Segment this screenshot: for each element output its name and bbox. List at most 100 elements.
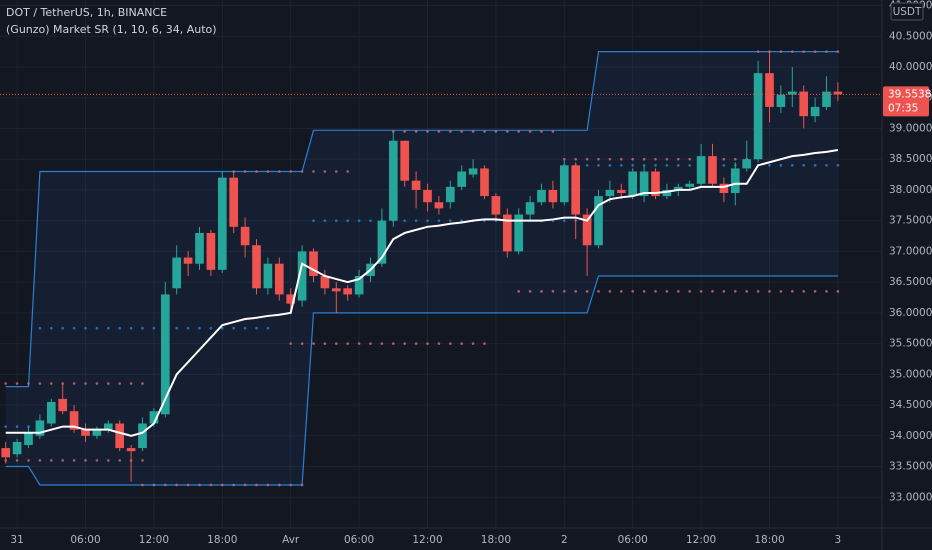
candle-body: [662, 189, 672, 197]
candle-body: [240, 226, 250, 246]
candle-body: [263, 263, 273, 289]
candle-body: [628, 171, 638, 197]
candle-body: [69, 411, 79, 430]
candle-body: [206, 232, 216, 270]
y-tick-label: 33.0000: [889, 491, 932, 503]
candle-body: [457, 171, 467, 187]
candle-body: [115, 423, 125, 449]
candle-body: [719, 183, 729, 194]
y-tick-label: 38.5000: [889, 153, 932, 165]
x-tick-label: 12:00: [412, 534, 442, 546]
candle-body: [765, 73, 774, 107]
candle-body: [126, 448, 136, 452]
y-tick-label: 38.0000: [889, 184, 932, 196]
y-tick-label: 35.0000: [889, 368, 932, 380]
band-line: [5, 275, 838, 486]
candle-body: [12, 441, 22, 455]
x-tick-label: 18:00: [207, 534, 237, 546]
candle-body: [810, 106, 820, 117]
candle-body: [616, 189, 626, 194]
candle-body: [377, 220, 387, 264]
x-tick-label: 18:00: [481, 534, 511, 546]
candle-body: [787, 91, 797, 95]
candle-body: [286, 294, 296, 304]
candle-body: [411, 180, 421, 190]
y-tick-label: 37.5000: [889, 215, 932, 227]
candle-body: [81, 429, 90, 436]
candle-body: [160, 294, 170, 415]
y-tick-label: 36.5000: [889, 276, 932, 288]
y-tick-label: 37.0000: [889, 245, 932, 257]
y-tick-label: 33.5000: [889, 461, 932, 473]
candle-body: [639, 171, 649, 197]
candle-body: [480, 168, 489, 197]
candle-body: [434, 202, 444, 209]
candle-body: [594, 196, 603, 246]
candle-body: [730, 168, 740, 194]
candle-body: [217, 177, 227, 270]
candle-body: [149, 411, 159, 424]
candle-body: [183, 257, 193, 264]
candle-body: [491, 196, 501, 215]
candle-body: [46, 401, 56, 424]
candle-body: [445, 186, 455, 203]
y-tick-label: 40.5000: [889, 30, 932, 42]
plot: [0, 50, 882, 487]
candle-body: [502, 214, 512, 252]
candle-body: [559, 165, 569, 203]
candle-body: [35, 420, 45, 436]
candle-body: [651, 171, 660, 197]
countdown: 07:35: [888, 102, 918, 114]
candle-body: [274, 263, 284, 295]
band-line: [5, 51, 838, 388]
channel-fill: [5, 51, 838, 485]
candle-body: [172, 257, 182, 289]
candle-body: [514, 214, 524, 252]
candle-body: [343, 288, 353, 295]
x-tick-label: 06:00: [618, 534, 648, 546]
currency-box[interactable]: [890, 2, 924, 21]
candle-body: [822, 91, 831, 107]
candle-body: [742, 159, 752, 169]
x-tick-label: 12:00: [686, 534, 716, 546]
candle-body: [525, 202, 535, 215]
candle-body: [297, 251, 307, 301]
x-tick-label: 2: [561, 534, 568, 546]
candle-body: [138, 423, 147, 449]
y-tick-label: 35.5000: [889, 338, 932, 350]
x-tick-label: Avr: [282, 534, 300, 546]
y-tick-label: 40.0000: [889, 61, 932, 73]
x-tick-label: 31: [10, 534, 23, 546]
candle-body: [571, 165, 581, 215]
candle-body: [582, 214, 592, 246]
y-tick-label: 34.0000: [889, 430, 932, 442]
y-tick-label: 39.0000: [889, 122, 932, 134]
candle-body: [24, 432, 33, 446]
x-tick-label: 3: [835, 534, 842, 546]
last-price-box: [883, 86, 929, 117]
candle-body: [548, 189, 558, 203]
candle-body: [320, 275, 330, 289]
candle-body: [354, 275, 364, 295]
candle-body: [537, 189, 546, 203]
candle-body: [753, 73, 763, 160]
candle-body: [696, 156, 706, 184]
candle-body: [252, 245, 261, 289]
indicator-name: (Gunzo) Market SR (1, 10, 6, 34, Auto): [6, 23, 217, 36]
y-tick-label: 34.5000: [889, 399, 932, 411]
x-tick-label: 06:00: [70, 534, 100, 546]
candle-body: [423, 189, 432, 203]
candle-body: [1, 448, 11, 458]
candle-body: [799, 91, 809, 117]
candle-body: [708, 156, 717, 184]
last-price-label: 39.5538: [888, 88, 931, 100]
chart-title: DOT / TetherUS, 1h, BINANCE: [6, 6, 167, 19]
candle-body: [605, 189, 615, 197]
x-tick-label: 18:00: [754, 534, 784, 546]
candle-body: [309, 251, 318, 276]
candle-body: [58, 398, 68, 412]
y-tick-label: 36.0000: [889, 307, 932, 319]
candle-body: [776, 94, 786, 107]
x-tick-label: 06:00: [344, 534, 374, 546]
